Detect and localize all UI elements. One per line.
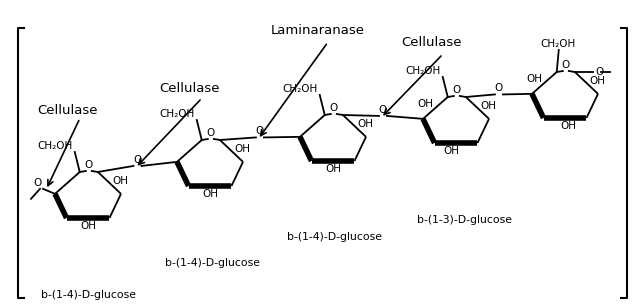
Text: O: O — [495, 84, 503, 93]
Text: CH₂OH: CH₂OH — [38, 141, 73, 151]
Text: O: O — [133, 155, 141, 165]
Text: OH: OH — [358, 119, 374, 129]
Text: O: O — [452, 85, 461, 95]
Text: OH: OH — [113, 176, 129, 186]
Text: b-(1-4)-D-glucose: b-(1-4)-D-glucose — [164, 258, 259, 268]
Text: Cellulase: Cellulase — [160, 81, 220, 95]
Text: CH₂OH: CH₂OH — [159, 109, 195, 119]
Text: OH: OH — [325, 164, 341, 174]
Text: b-(1-4)-D-glucose: b-(1-4)-D-glucose — [287, 232, 383, 242]
Text: Laminaranase: Laminaranase — [271, 23, 365, 37]
Text: OH: OH — [526, 74, 542, 84]
Text: OH: OH — [443, 146, 459, 156]
Text: O: O — [256, 127, 264, 136]
Text: Cellulase: Cellulase — [38, 103, 99, 117]
Text: O: O — [84, 160, 93, 170]
Text: OH: OH — [417, 99, 433, 109]
Text: O: O — [330, 103, 338, 113]
Text: CH₂OH: CH₂OH — [282, 84, 317, 94]
Text: b-(1-4)-D-glucose: b-(1-4)-D-glucose — [40, 290, 136, 300]
Text: b-(1-3)-D-glucose: b-(1-3)-D-glucose — [417, 215, 511, 225]
Text: OH: OH — [202, 189, 218, 199]
Text: O: O — [595, 67, 603, 77]
Text: OH: OH — [481, 101, 497, 111]
Text: CH₂OH: CH₂OH — [406, 66, 441, 76]
Text: OH: OH — [234, 144, 250, 154]
Text: O: O — [207, 128, 215, 138]
Text: CH₂OH: CH₂OH — [540, 39, 575, 49]
Text: OH: OH — [80, 221, 96, 231]
Text: O: O — [562, 60, 570, 70]
Text: OH: OH — [589, 76, 605, 86]
Text: O: O — [34, 178, 42, 188]
Text: O: O — [379, 105, 387, 115]
Text: OH: OH — [560, 121, 576, 131]
Text: Cellulase: Cellulase — [402, 35, 462, 48]
